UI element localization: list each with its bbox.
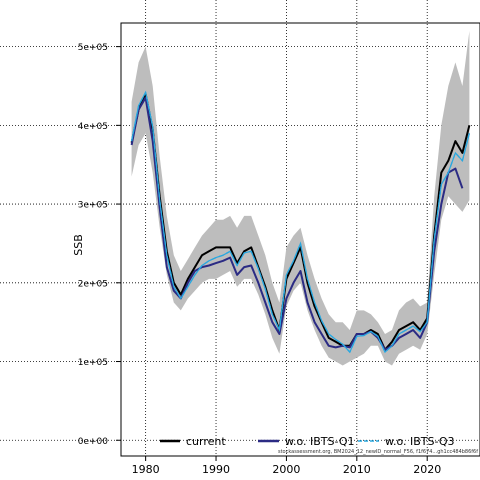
x-tick-label: 2000 [272, 463, 300, 476]
y-axis: 0e+00 1e+05 2e+05 3e+05 4e+05 5e+05 [78, 43, 121, 447]
x-tick-label: 1980 [132, 463, 160, 476]
y-tick-label: 4e+05 [78, 122, 108, 132]
legend: current w.o. IBTS-Q1 w.o. IBTS-Q3 [160, 435, 455, 448]
footnote: stockassessment.org, BM2024_12_newID_nor… [278, 449, 478, 455]
legend-label: w.o. IBTS-Q1 [285, 435, 355, 448]
series-lines [130, 90, 471, 354]
y-axis-label: SSB [72, 234, 85, 256]
y-tick-label: 1e+05 [78, 358, 108, 368]
x-tick-label: 2020 [413, 463, 441, 476]
series-line-w-o-ibts-q1 [130, 96, 464, 351]
series-line-current [130, 92, 471, 351]
y-tick-label: 0e+00 [78, 437, 109, 447]
x-axis: 1980 1990 2000 2010 2020 [132, 456, 441, 476]
plot-frame [120, 22, 480, 457]
confidence-band-area [131, 30, 470, 366]
confidence-band [131, 30, 470, 366]
y-tick-label: 3e+05 [78, 201, 108, 211]
legend-label: w.o. IBTS-Q3 [385, 435, 455, 448]
series-line-w-o-ibts-q3-solid [131, 90, 470, 354]
x-tick-label: 2010 [343, 463, 371, 476]
legend-label: current [186, 435, 226, 448]
y-tick-label: 5e+05 [78, 43, 108, 53]
x-tick-label: 1990 [202, 463, 230, 476]
y-tick-label: 2e+05 [78, 279, 108, 289]
